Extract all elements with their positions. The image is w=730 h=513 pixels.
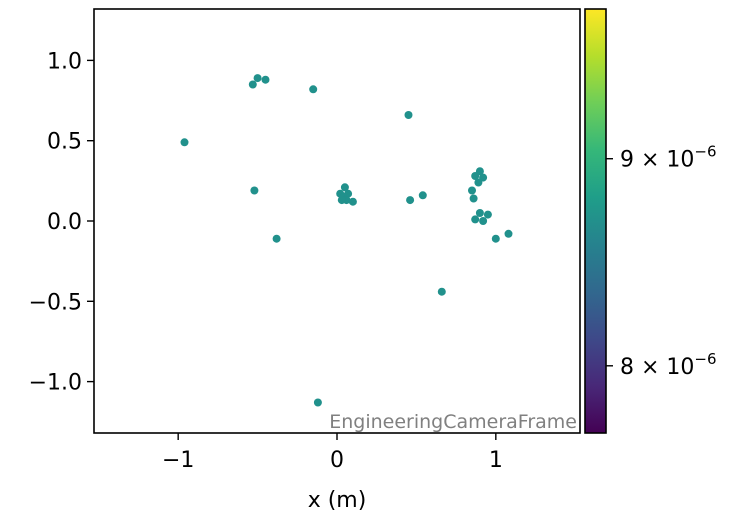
- colorbar-tick-label: 9 × 10−6: [620, 143, 717, 173]
- data-point: [337, 196, 346, 205]
- data-point: [348, 197, 357, 206]
- data-point: [313, 398, 322, 407]
- x-tick-label: 1: [489, 448, 503, 473]
- x-tick-label: −1: [162, 448, 194, 473]
- data-point: [344, 189, 353, 198]
- data-point: [483, 210, 492, 219]
- colorbar-ticks: 8 × 10−6 9 × 10−6: [606, 143, 717, 380]
- colorbar-gradient: [585, 9, 606, 433]
- x-tick-label: 0: [330, 448, 344, 473]
- data-point: [404, 111, 413, 119]
- y-tick-label: 0.5: [47, 130, 82, 155]
- data-point: [468, 186, 476, 195]
- data-point: [471, 215, 480, 224]
- data-point: [469, 194, 478, 203]
- x-ticks: −1 0 1: [162, 433, 503, 473]
- data-point: [504, 229, 513, 238]
- y-tick-label: −1.0: [29, 371, 82, 396]
- points-layer: [180, 74, 513, 407]
- y-ticks: 1.0 0.5 0.0 −0.5 −1.0: [29, 49, 94, 396]
- data-point: [340, 183, 349, 192]
- data-point: [248, 80, 257, 89]
- data-point: [491, 234, 500, 243]
- y-tick-label: 0.0: [47, 210, 82, 235]
- y-tick-label: −0.5: [29, 290, 82, 315]
- data-point: [437, 287, 446, 296]
- data-point: [250, 186, 259, 195]
- data-point: [272, 234, 281, 243]
- x-axis-label: x (m): [308, 488, 367, 513]
- data-point: [475, 167, 484, 176]
- colorbar-tick-label: 8 × 10−6: [620, 350, 717, 380]
- data-point: [475, 209, 484, 217]
- data-point: [479, 217, 488, 225]
- frame-annotation: EngineeringCameraFrame: [329, 411, 577, 433]
- data-point: [418, 191, 427, 200]
- data-point: [253, 74, 262, 83]
- colorbar-frame: [584, 8, 607, 434]
- data-point: [474, 178, 483, 187]
- plot-area: [94, 9, 580, 433]
- data-point: [406, 196, 415, 205]
- data-point: [180, 138, 189, 147]
- data-point: [261, 75, 270, 84]
- y-tick-label: 1.0: [47, 49, 82, 74]
- data-point: [309, 85, 318, 94]
